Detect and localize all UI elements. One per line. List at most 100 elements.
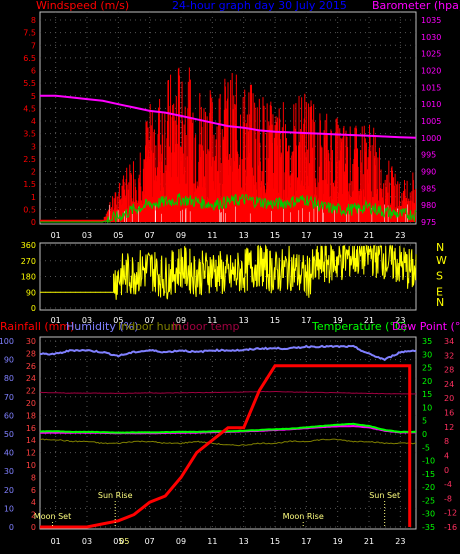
barometer-tick-label: 990 [421, 168, 436, 177]
hour-label: 07 [145, 537, 155, 546]
compass-label: N [436, 296, 444, 309]
hour-label: 07 [145, 316, 155, 325]
chart-title: 24-hour graph day 30 July 2015 [172, 0, 347, 12]
hour-label: 11 [207, 231, 217, 240]
temperature-tick-label: 25 [422, 364, 432, 373]
wind-tick-label: 6.5 [23, 54, 36, 63]
dew-point-tick-label: 24 [444, 380, 454, 389]
hour-label: 23 [395, 316, 405, 325]
hour-label: 21 [364, 537, 374, 546]
compass-label: S [436, 270, 443, 283]
hour-label: 17 [301, 537, 311, 546]
compass-label: E [436, 285, 443, 298]
humidity-tick-label: 10 [4, 504, 14, 513]
wind-tick-label: 2.5 [23, 155, 36, 164]
wind-tick-label: 8 [31, 16, 36, 25]
temperature-tick-label: -35 [422, 523, 435, 532]
dew-point-tick-label: 0 [444, 466, 449, 475]
compass-label: N [436, 241, 444, 254]
wind-tick-label: 0.5 [23, 205, 36, 214]
event-label: Sun Set [369, 491, 400, 500]
barometer-axis-title: Barometer (hpa) [372, 0, 460, 12]
humidity-tick-label: 50 [4, 430, 14, 439]
wind-tick-label: 7 [31, 41, 36, 50]
temperature-tick-label: 0 [422, 430, 427, 439]
hour-label: 13 [239, 231, 249, 240]
temperature-tick-label: 35 [422, 337, 432, 346]
dew-point-tick-label: -8 [444, 494, 452, 503]
rainfall-tick-label: 8 [31, 473, 36, 482]
temperature-tick-label: 5 [422, 417, 427, 426]
indoor-temp-legend: Indoor temp [172, 320, 239, 333]
humidity-tick-label: 100 [0, 337, 14, 346]
wind-tick-label: 2 [31, 168, 36, 177]
indoor-temperature-line [40, 390, 416, 395]
direction-tick-label: 0 [31, 304, 36, 313]
dew-point-tick-label: 32 [444, 351, 454, 360]
humidity-line [40, 344, 417, 362]
hour-label: 03 [82, 316, 92, 325]
event-label: Moon Rise [283, 512, 324, 521]
hour-label: 13 [239, 316, 249, 325]
temperature-tick-label: 20 [422, 377, 432, 386]
hour-label: 05 [119, 537, 129, 546]
hour-label: 07 [145, 231, 155, 240]
hour-label: 19 [333, 316, 343, 325]
rainfall-tick-label: 12 [26, 449, 36, 458]
rainfall-tick-label: 24 [26, 374, 36, 383]
wind-direction-line [40, 244, 417, 300]
dew-point-tick-label: 34 [444, 337, 454, 346]
hour-label: 01 [51, 316, 61, 325]
temperature-tick-label: 30 [422, 350, 432, 359]
hour-label: 11 [207, 316, 217, 325]
barometer-tick-label: 1010 [421, 100, 441, 109]
humidity-tick-label: 70 [4, 393, 14, 402]
rainfall-tick-label: 22 [26, 387, 36, 396]
wind-tick-label: 3.5 [23, 130, 36, 139]
rainfall-tick-label: 18 [26, 411, 36, 420]
barometer-tick-label: 1025 [421, 50, 441, 59]
hour-label: 09 [176, 231, 186, 240]
dew-point-tick-label: -4 [444, 480, 452, 489]
direction-tick-label: 270 [21, 257, 36, 266]
direction-tick-label: 180 [21, 273, 36, 282]
hour-label: 17 [301, 316, 311, 325]
direction-tick-label: 360 [21, 241, 36, 250]
hour-label: 09 [176, 537, 186, 546]
rainfall-tick-label: 14 [26, 436, 36, 445]
barometer-tick-label: 1005 [421, 117, 441, 126]
hour-label: 05 [113, 537, 123, 546]
temperature-tick-label: -10 [422, 457, 435, 466]
wind-tick-label: 4.5 [23, 104, 36, 113]
event-label: Sun Rise [98, 491, 133, 500]
hour-label: 15 [270, 231, 280, 240]
wind-tick-label: 6 [31, 67, 36, 76]
dew-point-tick-label: -12 [444, 509, 457, 518]
compass-label: W [436, 254, 447, 267]
hour-label: 15 [270, 537, 280, 546]
humidity-tick-label: 60 [4, 411, 14, 420]
temperature-tick-label: -25 [422, 496, 435, 505]
indoor-hum-legend: Indoor hum [118, 320, 181, 333]
humidity-tick-label: 20 [4, 486, 14, 495]
dew-point-tick-label: -16 [444, 523, 457, 532]
humidity-tick-label: 30 [4, 467, 14, 476]
hour-label: 13 [239, 537, 249, 546]
rainfall-tick-label: 20 [26, 399, 36, 408]
barometer-tick-label: 1000 [421, 134, 441, 143]
wind-tick-label: 4 [31, 117, 36, 126]
hour-label: 05 [113, 316, 123, 325]
temperature-legend: Temperature (°C) [311, 320, 407, 333]
barometer-tick-label: 1020 [421, 67, 441, 76]
barometer-tick-label: 1030 [421, 33, 441, 42]
humidity-tick-label: 40 [4, 449, 14, 458]
hour-label: 01 [51, 231, 61, 240]
wind-tick-label: 0 [31, 218, 36, 227]
wind-tick-label: 1.5 [23, 180, 36, 189]
rainfall-tick-label: 10 [26, 461, 36, 470]
hour-label: 03 [82, 537, 92, 546]
rainfall-line [40, 364, 412, 529]
wind-tick-label: 5.5 [23, 79, 36, 88]
wind-tick-label: 1 [31, 193, 36, 202]
